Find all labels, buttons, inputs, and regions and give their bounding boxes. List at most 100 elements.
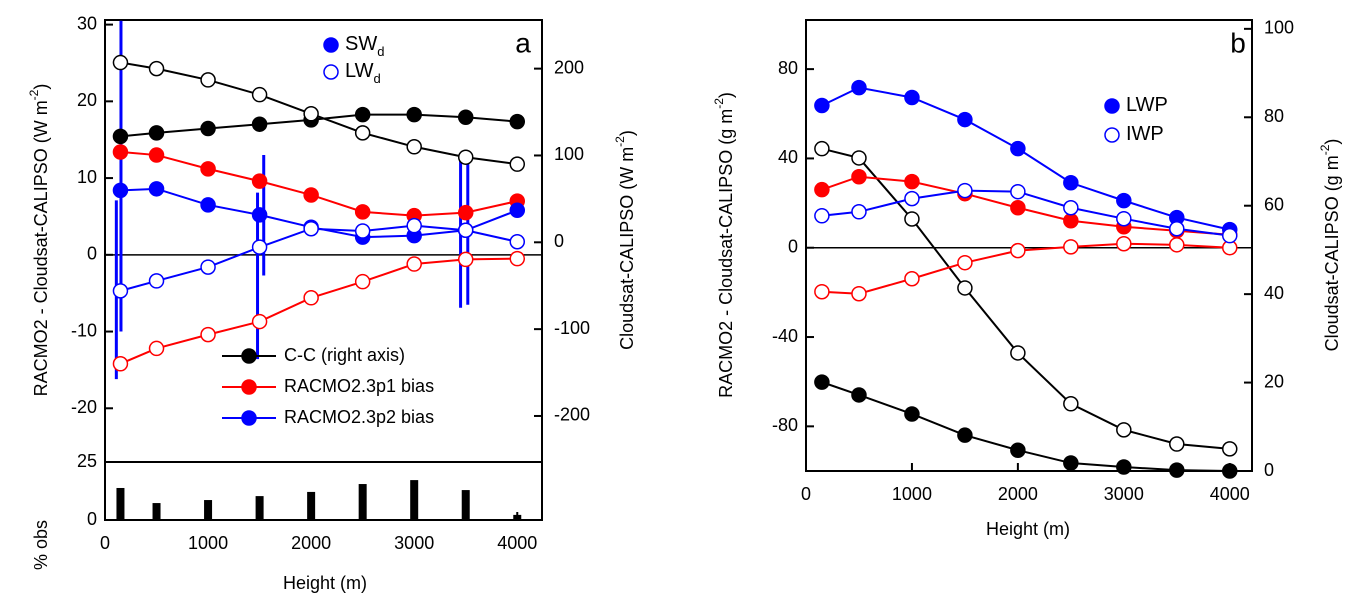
data-point: [112, 144, 129, 160]
data-point: [354, 223, 371, 239]
data-point: [200, 197, 216, 213]
data-point: [148, 60, 165, 77]
x-tick-label: 4000: [497, 533, 537, 553]
data-point: [406, 139, 422, 155]
axis-title-part: Cloudsat-CALIPSO (g m: [1322, 155, 1342, 351]
axis-title-superscript: -2: [613, 136, 627, 147]
axis-title: Cloudsat-CALIPSO (W m-2): [613, 130, 637, 350]
data-point: [112, 182, 129, 199]
series-line: [120, 113, 518, 138]
axis-title: RACMO2 - Cloudsat-CALIPSO (g m-2): [712, 92, 736, 398]
data-point: [509, 113, 526, 130]
data-point: [112, 356, 129, 372]
axis-title-part: Cloudsat-CALIPSO (W m: [617, 147, 637, 350]
bar: [513, 514, 522, 520]
data-point: [457, 109, 474, 126]
legend-marker: [1104, 127, 1120, 143]
data-point: [354, 273, 371, 290]
y-tick-label: -10: [71, 320, 97, 340]
y-tick-label: 25: [77, 451, 97, 471]
axis-title-part: ): [716, 92, 736, 98]
legend-label: RACMO2.3p2 bias: [284, 407, 434, 427]
data-point: [200, 72, 216, 88]
legend-marker: [241, 379, 257, 395]
data-point: [904, 211, 920, 227]
data-point: [112, 54, 129, 71]
data-point: [957, 254, 973, 271]
legend-label-text: LW: [345, 60, 374, 82]
y-tick-label: 0: [788, 236, 798, 256]
y-tick-label: 30: [77, 13, 97, 33]
series-line: [821, 86, 1230, 231]
data-point: [251, 313, 268, 330]
axis-title-part: RACMO2 - Cloudsat-CALIPSO (W m: [31, 100, 51, 396]
legend-marker: [323, 37, 339, 53]
y-axis-title: % obs: [31, 520, 51, 570]
data-point: [200, 120, 216, 137]
y2-tick-label: 20: [1264, 371, 1284, 391]
y-tick-label: -40: [772, 326, 798, 346]
axis-title-part: ): [617, 130, 637, 136]
data-point: [148, 181, 165, 197]
panel-label: b: [1230, 27, 1246, 58]
data-point: [1063, 396, 1079, 412]
x-tick-label: 1000: [892, 484, 932, 504]
data-point: [406, 106, 422, 123]
y2-tick-label: 100: [1264, 18, 1294, 38]
data-point: [148, 125, 165, 141]
legend-label-text: SW: [345, 33, 377, 55]
data-point: [303, 220, 319, 237]
data-point: [112, 283, 129, 299]
data-point: [354, 125, 371, 141]
data-point: [251, 207, 268, 223]
data-point: [1169, 436, 1185, 452]
y2-tick-label: 200: [554, 57, 584, 77]
data-point: [814, 140, 830, 157]
data-point: [148, 340, 165, 357]
data-point: [904, 190, 920, 207]
bar: [358, 484, 367, 520]
data-point: [1222, 227, 1238, 244]
legend-marker: [1104, 98, 1120, 114]
y-tick-label: 40: [778, 147, 798, 167]
data-point: [457, 149, 474, 165]
data-point: [1169, 462, 1185, 478]
series-line: [821, 381, 1230, 472]
x-tick-label: 2000: [291, 533, 331, 553]
legend-label: C-C (right axis): [284, 345, 405, 365]
y2-tick-label: -100: [554, 318, 590, 338]
legend-label-subscript: d: [377, 44, 384, 59]
data-point: [251, 116, 268, 132]
plot-frame: [805, 19, 1253, 472]
y2-tick-label: 100: [554, 144, 584, 164]
axis-title-part: RACMO2 - Cloudsat-CALIPSO (g m: [716, 109, 736, 398]
bar: [410, 480, 419, 520]
data-point: [814, 181, 830, 198]
legend-label-subscript: d: [374, 71, 381, 86]
data-point: [814, 374, 830, 390]
x-tick-label: 1000: [188, 533, 228, 553]
data-point: [251, 86, 268, 103]
data-point: [1116, 235, 1132, 252]
data-point: [904, 89, 920, 106]
axis-title-superscript: -2: [712, 98, 726, 109]
data-point: [1116, 210, 1132, 227]
data-point: [1063, 239, 1079, 255]
bar: [152, 503, 161, 520]
bar: [204, 500, 213, 520]
data-point: [303, 187, 319, 203]
data-point: [200, 326, 216, 343]
data-point: [148, 147, 165, 163]
data-point: [457, 222, 474, 239]
data-point: [406, 256, 422, 272]
legend-marker: [323, 64, 339, 80]
data-point: [851, 285, 867, 302]
data-point: [1116, 192, 1132, 209]
data-point: [1063, 175, 1079, 191]
plot-frame: [104, 461, 543, 521]
data-point: [1063, 455, 1079, 471]
series-line: [120, 150, 518, 217]
data-point: [509, 202, 526, 219]
x-tick-label: 0: [100, 533, 110, 553]
data-point: [251, 173, 268, 189]
